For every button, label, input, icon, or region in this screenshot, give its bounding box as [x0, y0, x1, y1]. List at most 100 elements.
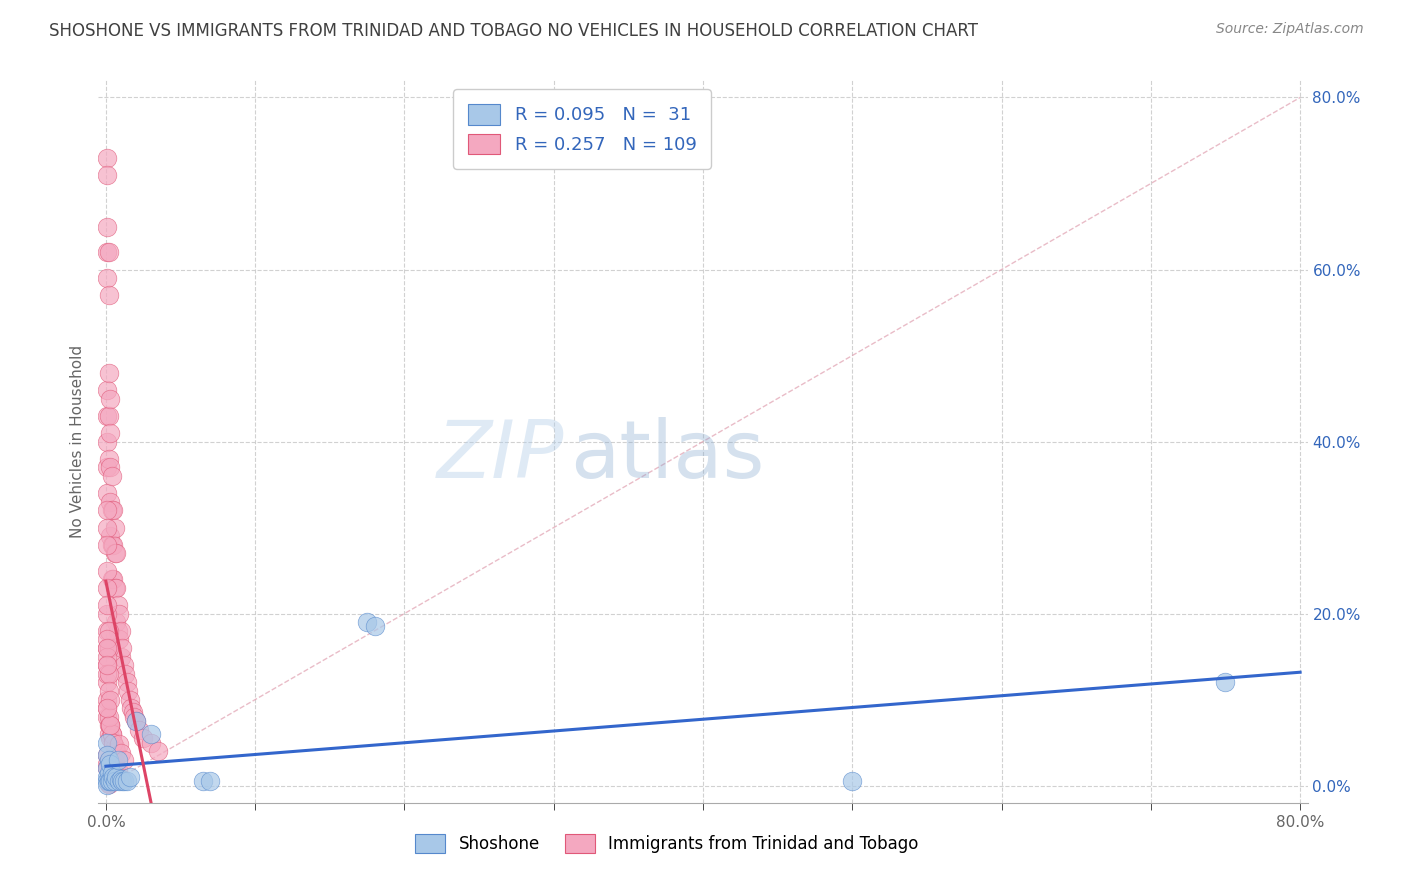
Point [97, 451, 120, 466]
Point [96, 520, 118, 534]
Point [104, 755, 127, 769]
Point [98, 392, 121, 406]
Point [96, 761, 118, 775]
Point [97, 753, 120, 767]
Point [96, 503, 118, 517]
Point [104, 520, 127, 534]
Point [96, 774, 118, 789]
Point [97, 666, 120, 681]
Point [98, 718, 121, 732]
Point [363, 619, 385, 633]
Point [96, 640, 118, 655]
Point [112, 658, 135, 673]
Point [101, 761, 124, 775]
Point [146, 744, 169, 758]
Point [107, 598, 129, 612]
Point [112, 774, 135, 789]
Point [98, 425, 121, 440]
Point [108, 607, 131, 621]
Point [96, 666, 118, 681]
Point [98, 757, 121, 772]
Point [96, 701, 118, 715]
Point [114, 666, 136, 681]
Point [103, 770, 125, 784]
Point [101, 774, 124, 789]
Point [101, 469, 124, 483]
Point [115, 675, 138, 690]
Point [96, 607, 118, 621]
Point [110, 772, 132, 786]
Point [98, 718, 121, 732]
Point [96, 761, 118, 775]
Point [96, 538, 118, 552]
Point [98, 529, 121, 543]
Point [101, 770, 124, 784]
Point [97, 288, 120, 302]
Point [103, 735, 125, 749]
Point [101, 727, 124, 741]
Point [96, 710, 118, 724]
Point [96, 632, 118, 647]
Point [96, 770, 118, 784]
Point [98, 774, 121, 789]
Point [96, 409, 118, 423]
Point [96, 168, 118, 182]
Point [96, 778, 118, 792]
Point [96, 624, 118, 638]
Point [98, 692, 121, 706]
Point [96, 649, 118, 664]
Point [200, 774, 222, 789]
Point [96, 486, 118, 500]
Point [356, 615, 378, 630]
Point [96, 383, 118, 397]
Point [111, 774, 134, 789]
Point [121, 706, 143, 720]
Point [96, 460, 118, 475]
Text: Source: ZipAtlas.com: Source: ZipAtlas.com [1216, 22, 1364, 37]
Point [97, 245, 120, 260]
Point [96, 219, 118, 234]
Point [1215, 675, 1237, 690]
Point [96, 748, 118, 763]
Point [103, 735, 125, 749]
Point [96, 564, 118, 578]
Text: ZIP: ZIP [437, 417, 564, 495]
Point [128, 723, 150, 737]
Point [96, 735, 118, 749]
Point [107, 624, 129, 638]
Point [125, 714, 148, 728]
Point [120, 701, 142, 715]
Point [105, 581, 128, 595]
Point [98, 731, 121, 746]
Point [97, 774, 120, 789]
Point [107, 763, 129, 777]
Text: atlas: atlas [569, 417, 765, 495]
Point [103, 572, 125, 586]
Point [110, 746, 132, 760]
Point [97, 774, 120, 789]
Point [98, 494, 121, 508]
Point [108, 774, 131, 789]
Point [191, 774, 214, 789]
Point [101, 538, 124, 552]
Point [96, 598, 118, 612]
Point [103, 538, 125, 552]
Point [110, 649, 132, 664]
Point [110, 624, 132, 638]
Point [108, 632, 131, 647]
Point [97, 409, 120, 423]
Point [96, 692, 118, 706]
Point [96, 434, 118, 449]
Point [101, 572, 124, 586]
Point [104, 546, 127, 560]
Point [96, 701, 118, 715]
Point [96, 675, 118, 690]
Point [111, 640, 134, 655]
Point [105, 744, 128, 758]
Y-axis label: No Vehicles in Household: No Vehicles in Household [69, 345, 84, 538]
Point [97, 765, 120, 780]
Point [98, 768, 121, 782]
Point [104, 739, 127, 754]
Point [117, 684, 139, 698]
Point [139, 727, 162, 741]
